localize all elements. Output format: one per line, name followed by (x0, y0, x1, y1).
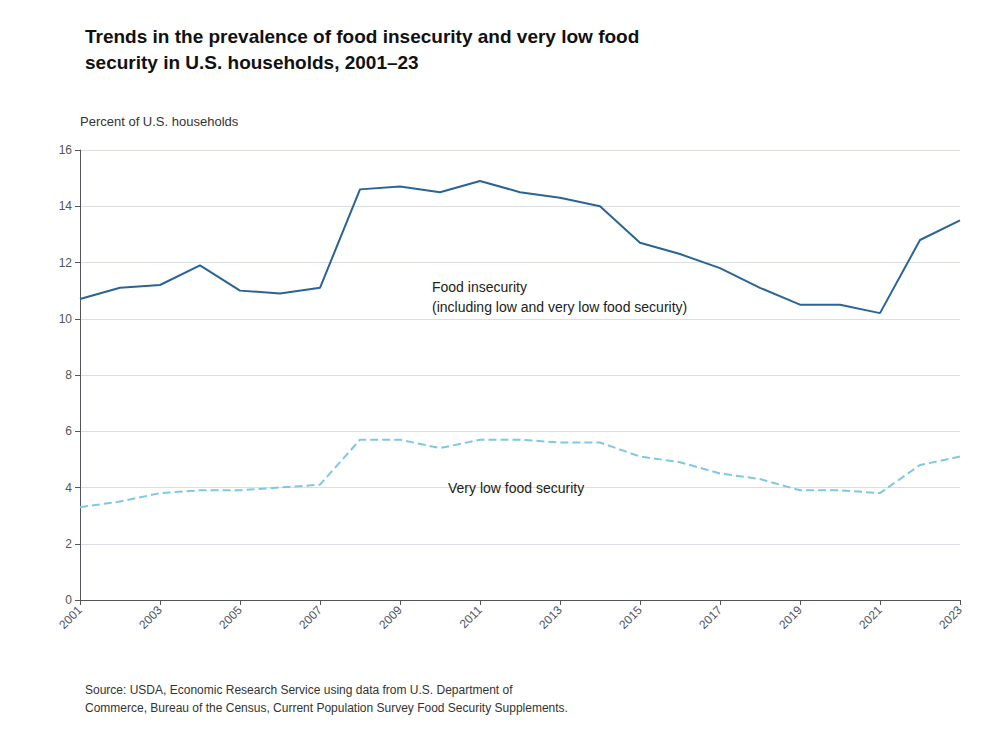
svg-text:10: 10 (59, 312, 73, 326)
svg-text:0: 0 (65, 593, 72, 607)
svg-text:2007: 2007 (296, 603, 325, 632)
svg-text:2009: 2009 (376, 603, 405, 632)
svg-text:(including low and very low fo: (including low and very low food securit… (432, 299, 687, 315)
svg-text:2015: 2015 (616, 603, 645, 632)
svg-text:Very low food security: Very low food security (448, 480, 584, 496)
svg-text:Food insecurity: Food insecurity (432, 279, 527, 295)
svg-text:Source: USDA, Economic Researc: Source: USDA, Economic Research Service … (85, 683, 513, 697)
svg-text:16: 16 (59, 143, 73, 157)
svg-text:2003: 2003 (136, 603, 165, 632)
svg-text:2019: 2019 (776, 603, 805, 632)
svg-text:2005: 2005 (216, 603, 245, 632)
svg-text:2001: 2001 (56, 603, 85, 632)
svg-text:2023: 2023 (936, 603, 965, 632)
svg-text:2021: 2021 (856, 603, 885, 632)
svg-text:14: 14 (59, 199, 73, 213)
svg-text:2011: 2011 (457, 603, 485, 631)
svg-text:4: 4 (65, 481, 72, 495)
svg-text:6: 6 (65, 424, 72, 438)
svg-text:Trends in the prevalence of fo: Trends in the prevalence of food insecur… (85, 26, 639, 47)
svg-text:Commerce, Bureau of the Census: Commerce, Bureau of the Census, Current … (85, 701, 568, 715)
svg-text:2013: 2013 (536, 603, 565, 632)
svg-text:Percent of U.S. households: Percent of U.S. households (80, 114, 239, 129)
svg-text:2: 2 (65, 537, 72, 551)
svg-text:security in U.S. households, 2: security in U.S. households, 2001–23 (85, 52, 419, 73)
svg-text:8: 8 (65, 368, 72, 382)
svg-text:2017: 2017 (696, 603, 725, 632)
svg-text:12: 12 (59, 256, 73, 270)
